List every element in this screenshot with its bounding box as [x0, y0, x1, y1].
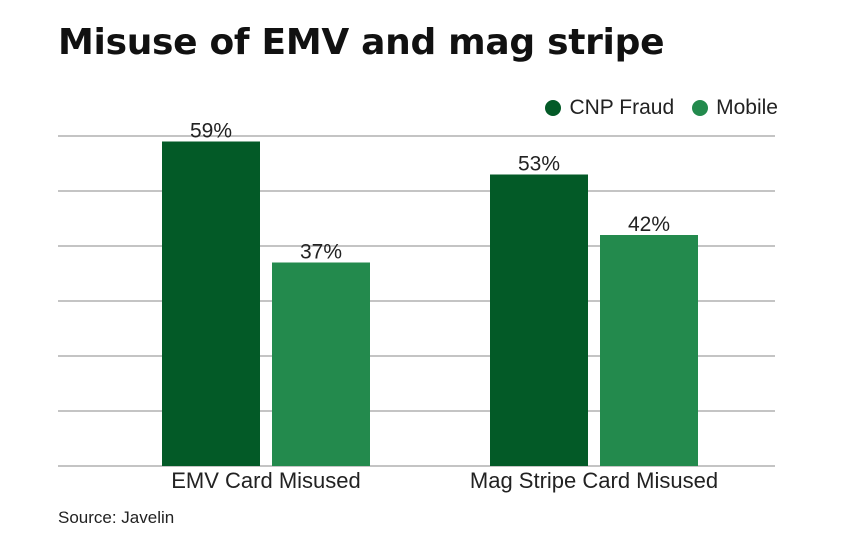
source-note: Source: Javelin — [58, 508, 175, 527]
legend-item-mobile: Mobile — [692, 96, 778, 120]
legend-item-cnp-fraud: CNP Fraud — [545, 96, 674, 120]
legend-label-mobile: Mobile — [716, 96, 778, 119]
category-label: EMV Card Misused — [171, 468, 361, 493]
data-label: 42% — [628, 213, 670, 236]
bar-cnp-fraud-1 — [162, 141, 260, 466]
legend-swatch-cnp-fraud — [545, 100, 562, 116]
legend-label-cnp-fraud: CNP Fraud — [569, 96, 675, 119]
chart-title: Misuse of EMV and mag stripe — [58, 22, 665, 63]
data-label: 37% — [300, 241, 342, 264]
data-label: 53% — [518, 153, 560, 176]
legend: CNP Fraud Mobile — [545, 96, 778, 120]
bar-cnp-fraud-2 — [490, 174, 588, 466]
bar-mobile-1 — [272, 262, 370, 466]
category-label: Mag Stripe Card Misused — [470, 468, 718, 493]
data-label: 59% — [190, 120, 232, 143]
bar-mobile-2 — [600, 235, 698, 466]
legend-swatch-mobile — [692, 100, 709, 116]
